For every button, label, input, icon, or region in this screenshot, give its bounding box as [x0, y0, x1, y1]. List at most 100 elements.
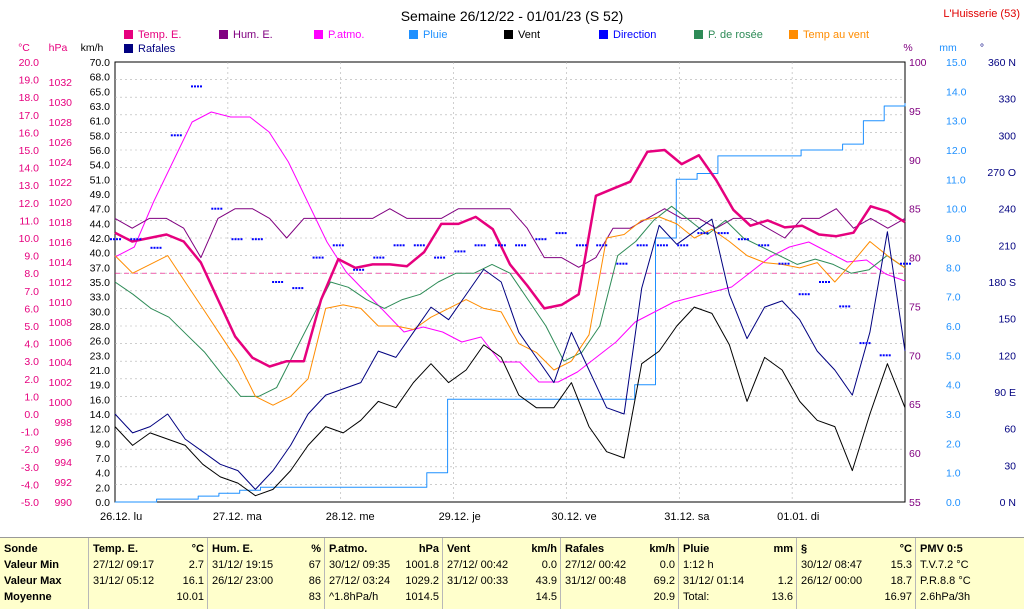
weather-chart: Semaine 26/12/22 - 01/01/23 (S 52) L'Hui… — [18, 8, 1020, 523]
direction-mark — [784, 262, 787, 265]
legend-item: P.atmo. — [314, 29, 365, 41]
direction-mark — [150, 246, 153, 249]
direction-mark — [868, 342, 871, 345]
direction-mark — [717, 232, 720, 235]
stats-column: Pluie mm 1:12 h 31/12/ 01:14 1.2 Total: 13.6 — [678, 538, 797, 609]
temp-tick-label: 5.0 — [24, 321, 39, 333]
direction-mark — [845, 305, 848, 308]
stats-unit: °C — [191, 543, 204, 555]
wind-tick-label: 4.0 — [95, 468, 110, 480]
direction-mark — [807, 293, 810, 296]
stats-cell-value: 1001.8 — [405, 559, 439, 571]
direction-mark — [903, 262, 905, 265]
temp-tick-label: 11.0 — [19, 215, 39, 227]
dir-tick-label: 120 — [998, 350, 1016, 362]
x-tick-label: 31.12. sa — [664, 511, 710, 523]
wind-tick-label: 63.0 — [90, 101, 111, 113]
direction-mark — [474, 244, 477, 247]
rain-tick-label: 10.0 — [946, 204, 967, 216]
wind-tick-label: 19.0 — [90, 380, 111, 392]
temp-tick-label: -3.0 — [21, 462, 39, 474]
stats-cell-label: T.V.7.2 °C — [920, 559, 969, 571]
legend-swatch — [124, 44, 133, 53]
temp-tick-label: 9.0 — [24, 251, 39, 263]
stats-cell-label: ^1.8hPa/h — [329, 591, 379, 603]
stats-cell-label: 31/12/ 19:15 — [212, 559, 274, 571]
legend-swatch — [789, 30, 798, 39]
press-tick-label: 1028 — [49, 117, 73, 129]
temp-tick-label: 15.0 — [19, 145, 40, 157]
hum-tick-label: 95 — [909, 106, 921, 118]
wind-tick-label: 9.0 — [95, 438, 110, 450]
stats-column: Sonde Valeur Min Valeur Max Moyenne — [0, 538, 88, 609]
direction-mark — [859, 342, 862, 345]
temp-tick-label: -5.0 — [21, 497, 39, 509]
direction-mark — [743, 238, 746, 241]
direction-mark — [359, 268, 362, 271]
wind-tick-label: 47.0 — [90, 204, 111, 216]
hum-tick-label: 70 — [909, 350, 921, 362]
direction-mark — [720, 232, 723, 235]
wind-tick-label: 58.0 — [90, 130, 111, 142]
wind-tick-label: 26.0 — [90, 336, 111, 348]
rain-tick-label: 9.0 — [946, 233, 961, 245]
stats-cell-label: 26/12/ 23:00 — [212, 575, 274, 587]
direction-mark — [787, 262, 790, 265]
press-tick-label: 1032 — [49, 77, 73, 89]
direction-mark — [882, 354, 885, 357]
rain-unit-label: mm — [939, 42, 957, 54]
stats-cell-value: 1.2 — [777, 575, 793, 587]
direction-mark — [906, 262, 908, 265]
direction-mark — [237, 238, 240, 241]
dir-tick-label: 30 — [1004, 460, 1016, 472]
dir-tick-label: 0 N — [1000, 497, 1016, 509]
wind-tick-label: 61.0 — [90, 116, 111, 128]
press-tick-label: 996 — [54, 437, 72, 449]
stats-header: Rafales — [565, 543, 605, 555]
direction-mark — [828, 281, 830, 283]
direction-mark — [656, 244, 659, 247]
direction-mark — [642, 244, 645, 247]
press-tick-label: 1022 — [49, 177, 73, 189]
direction-mark — [798, 293, 801, 296]
temp-tick-label: -2.0 — [21, 444, 39, 456]
direction-mark — [379, 256, 382, 259]
direction-mark — [382, 256, 385, 259]
x-tick-label: 28.12. me — [326, 511, 375, 523]
stats-unit: °C — [899, 543, 912, 555]
dir-unit-label: ° — [980, 42, 984, 54]
press-tick-label: 1016 — [49, 237, 73, 249]
direction-mark — [437, 256, 440, 259]
stats-cell-label: Valeur Min — [4, 559, 60, 571]
direction-mark — [341, 244, 344, 247]
hum-tick-label: 65 — [909, 399, 921, 411]
rain-tick-label: 14.0 — [946, 86, 967, 98]
chart-series — [110, 85, 911, 503]
direction-mark — [240, 238, 243, 241]
temp-tick-label: 6.0 — [24, 303, 39, 315]
stats-header: Temp. E. — [93, 543, 139, 555]
rain-tick-label: 1.0 — [946, 468, 961, 480]
temp-tick-label: -1.0 — [21, 427, 39, 439]
wind-tick-label: 56.0 — [90, 145, 111, 157]
legend-swatch — [504, 30, 513, 39]
direction-mark — [697, 232, 700, 235]
press-tick-label: 1010 — [49, 297, 73, 309]
temp-tick-label: 4.0 — [24, 339, 39, 351]
temp-tick-label: 1.0 — [24, 391, 39, 403]
stats-header: Pluie — [683, 543, 710, 555]
direction-mark — [645, 244, 648, 247]
direction-mark — [281, 281, 284, 283]
dir-tick-label: 90 E — [994, 387, 1016, 399]
stats-cell-value: 0.0 — [541, 559, 557, 571]
hum-tick-label: 60 — [909, 448, 921, 460]
x-tick-label: 29.12. je — [439, 511, 481, 523]
direction-mark — [457, 250, 460, 253]
direction-mark — [217, 207, 220, 210]
wind-tick-label: 12.0 — [90, 424, 111, 436]
direction-mark — [879, 354, 882, 357]
stats-cell-label: 26/12/ 00:00 — [801, 575, 863, 587]
direction-mark — [220, 207, 223, 210]
gust-line — [114, 218, 906, 490]
rain-tick-label: 15.0 — [946, 57, 967, 69]
